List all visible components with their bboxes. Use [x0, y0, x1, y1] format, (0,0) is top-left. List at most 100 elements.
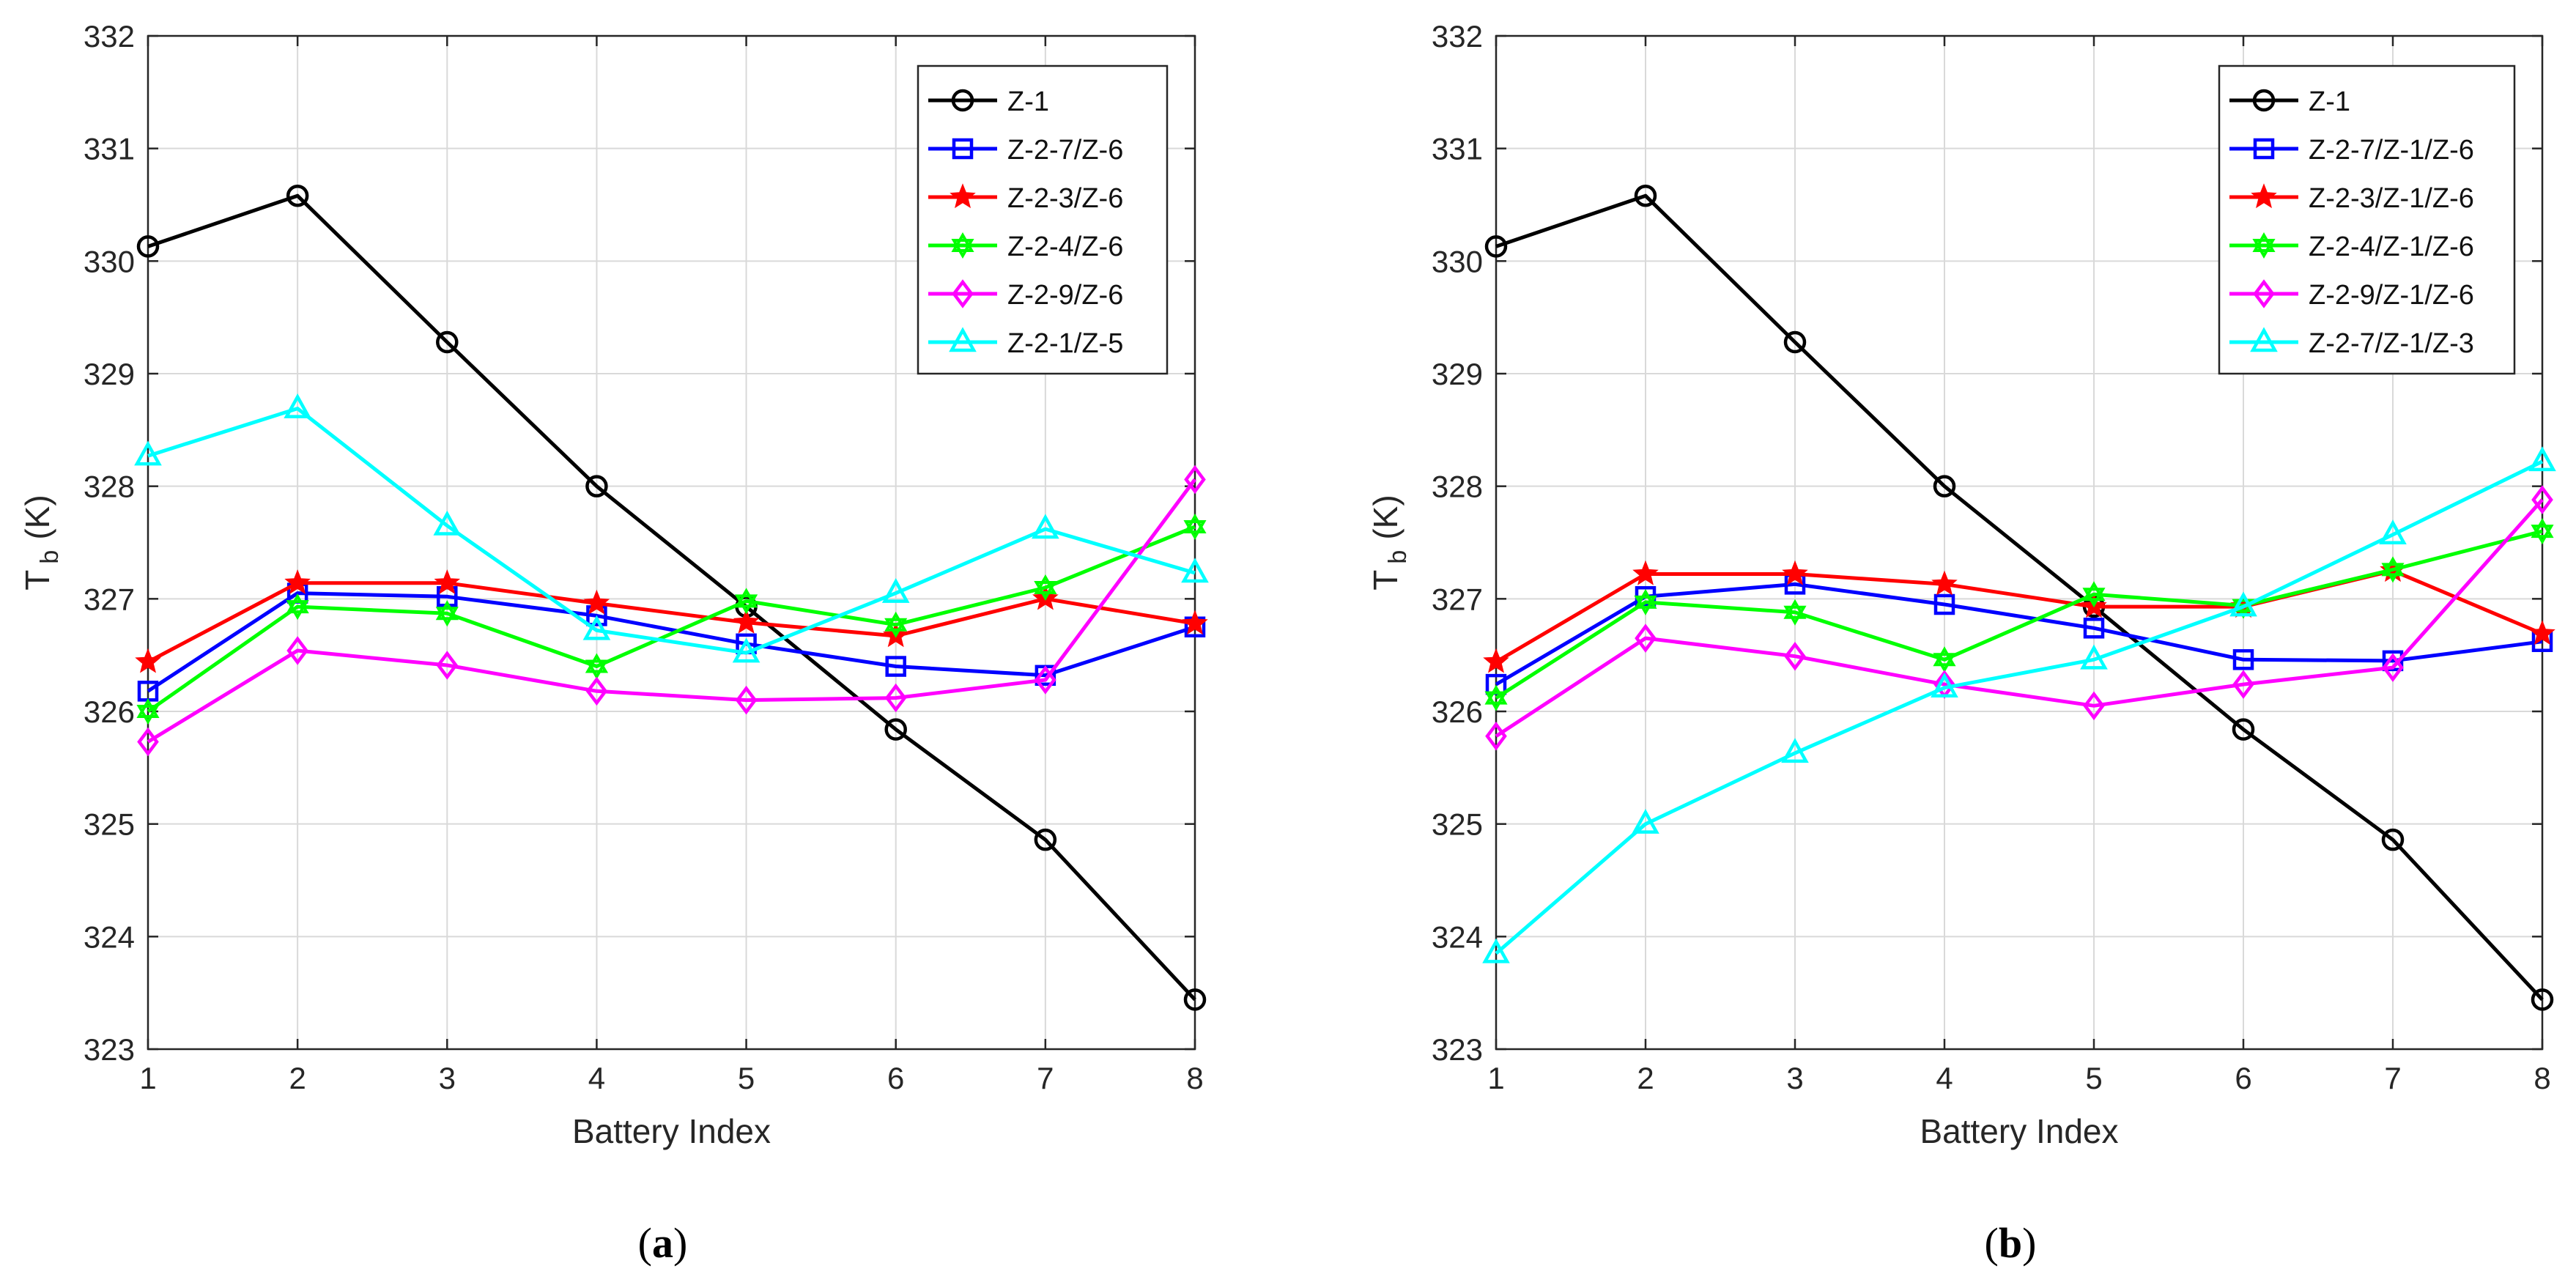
x-tick-label: 5	[738, 1061, 755, 1095]
y-axis-unit: (K)	[1366, 495, 1404, 539]
y-axis-label: Tb (K)	[1366, 495, 1412, 590]
series-line	[147, 193, 1196, 1002]
hexagram-part	[1183, 520, 1207, 541]
legend-item: Z-1	[2229, 86, 2350, 117]
legend-marker	[952, 138, 974, 160]
legend-item: Z-2-7/Z-6	[928, 135, 1123, 166]
series-line	[1495, 193, 2544, 1002]
caption-letter: b	[1999, 1219, 2022, 1267]
data-point	[582, 615, 611, 640]
hexagram-part	[2531, 518, 2554, 538]
data-point	[1035, 665, 1056, 695]
y-tick-label: 323	[84, 1032, 135, 1067]
legend-label: Z-2-7/Z-1/Z-6	[2309, 135, 2474, 166]
legend-label: Z-2-4/Z-1/Z-6	[2309, 232, 2474, 262]
legend: Z-1 Z-2-7/Z-6 Z-2-3/Z-6 Z-2-4/Z-6 Z-2-9/Z-6 Z…	[917, 64, 1169, 375]
data-point	[1181, 558, 1209, 583]
data-point	[885, 656, 906, 677]
data-point	[884, 718, 907, 741]
y-tick-label: 329	[1432, 357, 1483, 391]
legend-label: Z-2-7/Z-6	[1007, 135, 1123, 166]
legend-item: Z-2-1/Z-5	[928, 327, 1123, 359]
legend-label: Z-2-3/Z-1/Z-6	[2309, 183, 2474, 214]
legend: Z-1 Z-2-7/Z-1/Z-6 Z-2-3/Z-1/Z-6 Z-2-4/Z-1/Z…	[2218, 64, 2516, 375]
legend-item: Z-2-4/Z-1/Z-6	[2229, 232, 2474, 262]
y-tick-label: 332	[1432, 19, 1483, 53]
x-tick-label: 4	[588, 1061, 605, 1095]
hexagram-part	[2381, 563, 2405, 583]
caption-open-paren: (	[638, 1219, 652, 1267]
data-point	[1784, 641, 1806, 671]
series-z-2-4-z-1-z-6	[1484, 518, 2554, 711]
legend-label: Z-2-9/Z-1/Z-6	[2309, 280, 2474, 311]
legend-marker	[952, 279, 974, 308]
y-tick-label: 328	[1432, 470, 1483, 504]
data-point	[1483, 648, 1509, 673]
data-point	[734, 588, 758, 615]
hexagram-part	[734, 594, 758, 615]
y-tick-label: 325	[1432, 807, 1483, 842]
legend-marker	[2250, 327, 2278, 352]
hexagram-part	[884, 611, 908, 632]
data-point	[2529, 620, 2555, 645]
x-axis-label: Battery Index	[572, 1112, 771, 1150]
x-tick-label: 6	[887, 1061, 904, 1095]
hexagram-part	[951, 239, 974, 259]
data-point	[2381, 828, 2405, 851]
y-axis-subscript: b	[1384, 550, 1412, 564]
data-point	[1485, 722, 1507, 751]
hexagram-part	[136, 705, 160, 725]
legend-marker	[951, 232, 974, 259]
data-point	[1484, 235, 1508, 258]
legend-label: Z-2-3/Z-6	[1007, 183, 1123, 214]
x-tick-label: 1	[1487, 1061, 1504, 1095]
legend-marker	[2252, 89, 2276, 112]
panel-caption: (b)	[1985, 1219, 2037, 1267]
hexagram-part	[286, 600, 309, 621]
data-point	[1184, 465, 1206, 495]
legend-item: Z-2-7/Z-1/Z-3	[2229, 327, 2474, 359]
data-point	[1632, 560, 1659, 585]
hexagram-part	[286, 593, 309, 614]
hexagram-part	[884, 618, 908, 638]
x-tick-label: 4	[1936, 1061, 1953, 1095]
legend-marker	[2253, 138, 2275, 160]
series-z-2-1-z-5	[134, 393, 1209, 663]
axes-box	[147, 34, 1196, 1051]
y-tick-label: 330	[84, 244, 135, 278]
data-point	[134, 440, 162, 466]
data-point	[436, 330, 459, 354]
legend-label: Z-2-1/Z-5	[1007, 328, 1123, 359]
legend-box	[917, 64, 1169, 375]
data-point	[585, 475, 608, 497]
y-axis-symbol: T	[18, 570, 56, 591]
x-tick-label: 2	[289, 1061, 306, 1095]
legend-label: Z-2-4/Z-6	[1007, 232, 1123, 262]
data-point	[1482, 938, 1510, 963]
hexagram-part	[734, 588, 758, 608]
y-tick-label: 331	[1432, 132, 1483, 166]
data-point	[2083, 691, 2105, 721]
hexagram-part	[136, 697, 160, 718]
y-tick-label: 324	[1432, 919, 1483, 954]
hexagram-part	[2252, 239, 2276, 259]
data-point	[1931, 570, 1958, 596]
data-point	[436, 651, 459, 680]
data-point	[583, 589, 610, 615]
data-point	[2528, 446, 2556, 472]
y-tick-label: 330	[1432, 244, 1483, 278]
data-point	[434, 569, 461, 595]
series-line	[1495, 459, 2544, 955]
data-point	[2083, 618, 2105, 639]
series-line	[147, 407, 1196, 655]
data-point	[1634, 588, 1657, 615]
legend-marker	[2251, 183, 2277, 209]
data-point	[2531, 988, 2554, 1011]
data-point	[884, 683, 907, 713]
x-tick-label: 3	[1786, 1061, 1803, 1095]
x-tick-label: 8	[1186, 1061, 1203, 1095]
legend-label: Z-1	[1007, 86, 1049, 117]
data-point	[435, 600, 459, 627]
legend-marker	[950, 183, 976, 209]
